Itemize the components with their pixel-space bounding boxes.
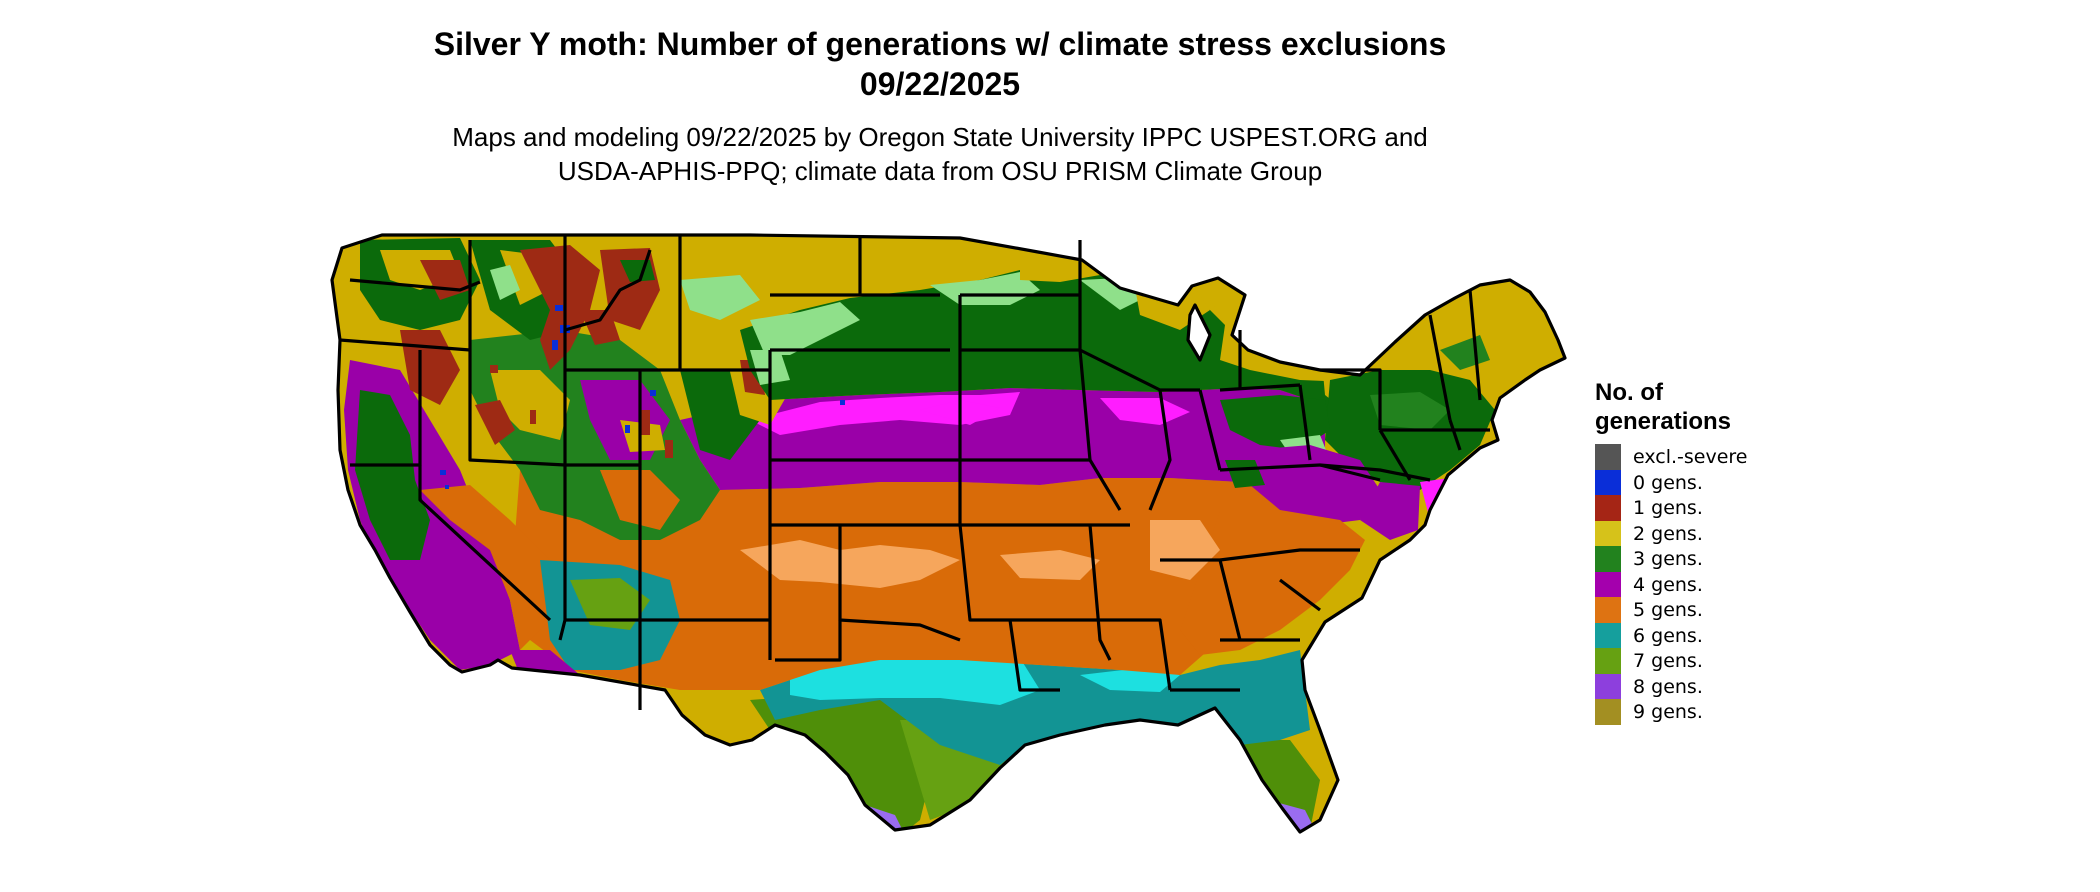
legend-label: excl.-severe [1633, 446, 1748, 468]
legend-item: 0 gens. [1595, 469, 1835, 495]
legend-swatch [1595, 520, 1621, 546]
legend-items: excl.-severe 0 gens. 1 gens. 2 gens. 3 gens.… [1595, 444, 1835, 725]
legend-label: 4 gens. [1633, 573, 1703, 596]
map-subtitle-line1: Maps and modeling 09/22/2025 by Oregon S… [452, 122, 1428, 152]
legend-label: 2 gens. [1633, 522, 1703, 545]
legend-label: 6 gens. [1633, 624, 1703, 647]
map-subtitle-line2: USDA-APHIS-PPQ; climate data from OSU PR… [557, 156, 1323, 186]
legend-item: 2 gens. [1595, 520, 1835, 546]
legend-swatch [1595, 469, 1621, 495]
legend-swatch [1595, 673, 1621, 699]
legend-label: 5 gens. [1633, 599, 1703, 621]
legend-title: No. of generations [1595, 378, 1835, 436]
legend-label: 7 gens. [1633, 650, 1703, 672]
legend-item: 1 gens. [1595, 495, 1835, 521]
legend-swatch [1595, 622, 1621, 648]
map-title: Silver Y moth: Number of generations w/ … [433, 26, 1447, 62]
legend-item: 3 gens. [1595, 546, 1835, 572]
legend-label: 1 gens. [1633, 497, 1703, 519]
map-date: 09/22/2025 [859, 66, 1021, 102]
legend-item: 9 gens. [1595, 699, 1835, 725]
legend-item: 4 gens. [1595, 571, 1835, 597]
legend-label: 9 gens. [1633, 701, 1703, 723]
legend-title-line2: generations [1595, 408, 1732, 435]
legend-item: 5 gens. [1595, 597, 1835, 623]
legend-item: 7 gens. [1595, 648, 1835, 674]
legend-swatch [1595, 648, 1621, 674]
legend: No. of generations excl.-severe 0 gens. 1 … [1595, 378, 1835, 725]
us-generations-map [330, 233, 1567, 834]
legend-label: 0 gens. [1633, 471, 1703, 494]
legend-item: 6 gens. [1595, 622, 1835, 648]
legend-label: 3 gens. [1633, 548, 1703, 570]
legend-swatch [1595, 571, 1621, 597]
legend-title-line1: No. of [1595, 379, 1663, 406]
legend-item: 8 gens. [1595, 673, 1835, 699]
legend-swatch [1595, 444, 1621, 470]
legend-swatch [1595, 495, 1621, 521]
legend-swatch [1595, 546, 1621, 572]
legend-swatch [1595, 699, 1621, 725]
legend-item: excl.-severe [1595, 444, 1835, 470]
legend-swatch [1595, 597, 1621, 623]
legend-label: 8 gens. [1633, 675, 1703, 698]
